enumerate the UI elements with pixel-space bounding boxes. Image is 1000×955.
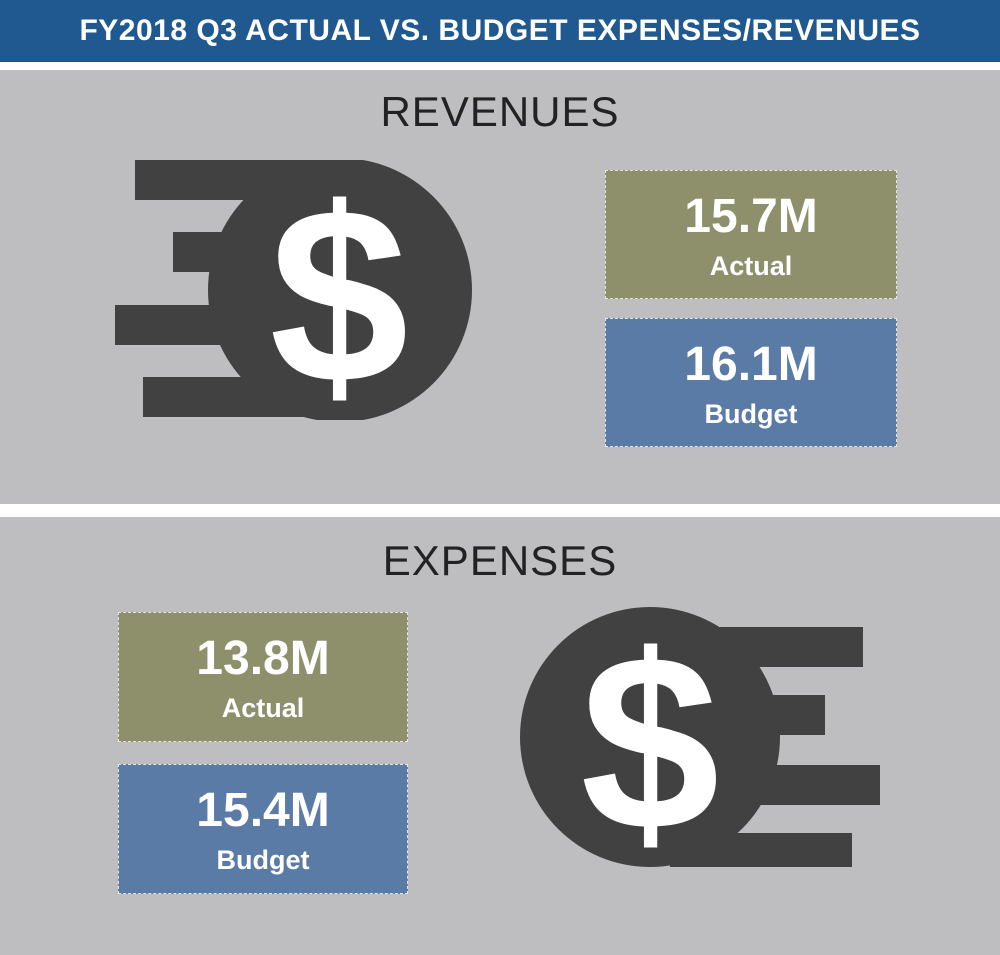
revenues-title: REVENUES — [380, 88, 620, 135]
svg-text:$: $ — [269, 160, 408, 420]
expenses-panel: EXPENSES 13.8M Actual 15.4M Budget $ — [0, 517, 1000, 955]
dollar-coin-motion-icon: $ — [520, 607, 880, 867]
expenses-budget-value: 15.4M — [196, 784, 330, 837]
expenses-actual-label: Actual — [221, 693, 305, 723]
revenues-budget-box: 16.1M Budget — [605, 318, 897, 447]
revenues-budget-value: 16.1M — [684, 338, 818, 391]
expenses-budget-box: 15.4M Budget — [118, 764, 408, 894]
revenues-panel: REVENUES $ 15.7M Actual 16.1M Budget — [0, 70, 1000, 504]
expenses-title: EXPENSES — [382, 537, 618, 584]
page-title: FY2018 Q3 ACTUAL VS. BUDGET EXPENSES/REV… — [79, 14, 921, 47]
page-title-banner: FY2018 Q3 ACTUAL VS. BUDGET EXPENSES/REV… — [0, 0, 1000, 62]
expenses-actual-box: 13.8M Actual — [118, 612, 408, 742]
dollar-coin-motion-icon: $ — [115, 160, 472, 420]
svg-text:$: $ — [580, 607, 719, 867]
expenses-budget-label: Budget — [216, 845, 310, 875]
revenues-actual-box: 15.7M Actual — [605, 170, 897, 299]
revenues-actual-label: Actual — [709, 251, 793, 281]
revenues-actual-value: 15.7M — [684, 190, 818, 243]
expenses-actual-value: 13.8M — [196, 632, 330, 685]
revenues-budget-label: Budget — [704, 399, 798, 429]
